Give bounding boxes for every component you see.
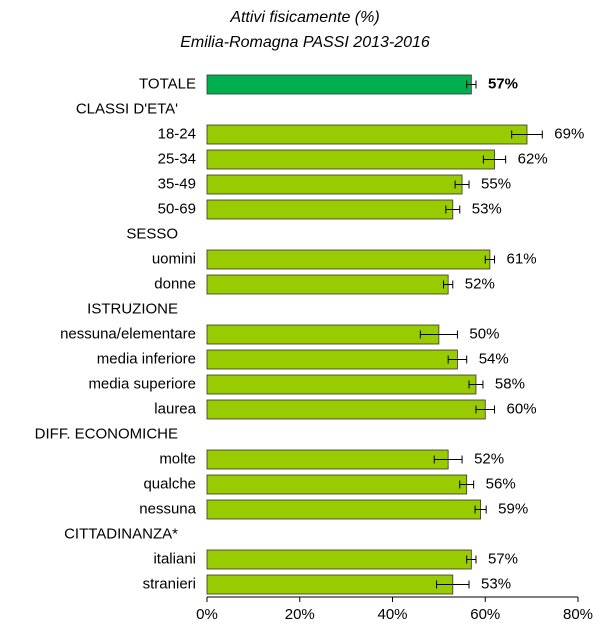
x-tick-label: 20%: [285, 606, 315, 623]
error-bar: [511, 130, 543, 139]
value-label: 53%: [481, 575, 511, 592]
y-tick-label: uomini: [152, 250, 196, 267]
y-tick-label: TOTALE: [139, 75, 196, 92]
error-bar: [433, 455, 463, 464]
x-tick-label: 0%: [196, 606, 218, 623]
bar: [206, 124, 528, 145]
value-label: 54%: [479, 350, 509, 367]
bar: [206, 149, 495, 170]
error-bar: [482, 155, 507, 164]
group-label: CLASSI D'ETA': [76, 100, 178, 117]
value-label: 57%: [488, 75, 518, 92]
bar: [206, 199, 454, 220]
bar: [206, 324, 440, 345]
value-label: 62%: [518, 150, 548, 167]
error-bar: [445, 205, 461, 214]
y-tick-label: stranieri: [143, 575, 196, 592]
y-tick-label: molte: [159, 450, 196, 467]
group-label: CITTADINANZA*: [64, 525, 178, 542]
error-bar: [484, 255, 496, 264]
y-tick-label: media superiore: [88, 375, 196, 392]
value-label: 56%: [486, 475, 516, 492]
value-label: 52%: [474, 450, 504, 467]
x-tick-label: 80%: [563, 606, 593, 623]
value-label: 60%: [507, 400, 537, 417]
y-tick-label: 35-49: [158, 175, 196, 192]
error-bar: [475, 405, 496, 414]
bar: [206, 574, 454, 595]
y-tick-label: media inferiore: [97, 350, 196, 367]
bar: [206, 274, 449, 295]
error-bar: [447, 355, 468, 364]
x-tick-label: 40%: [377, 606, 407, 623]
y-tick-label: 18-24: [158, 125, 196, 142]
x-tick-label: 60%: [470, 606, 500, 623]
bar: [206, 249, 491, 270]
value-label: 61%: [507, 250, 537, 267]
y-tick-label: nessuna/elementare: [60, 325, 196, 342]
y-tick-label: donne: [154, 275, 196, 292]
bar: [206, 549, 472, 570]
value-label: 59%: [498, 500, 528, 517]
chart-title: Attivi fisicamente (%): [229, 9, 379, 26]
error-bar: [419, 330, 458, 339]
bar: [206, 174, 463, 195]
bar: [206, 349, 458, 370]
bar: [206, 374, 477, 395]
error-bar: [459, 480, 475, 489]
error-bar: [443, 280, 454, 289]
value-label: 55%: [481, 175, 511, 192]
y-tick-label: 25-34: [158, 150, 196, 167]
value-label: 69%: [554, 125, 584, 142]
y-tick-label: 50-69: [158, 200, 196, 217]
group-label: ISTRUZIONE: [87, 300, 178, 317]
y-tick-label: qualche: [143, 475, 196, 492]
value-label: 53%: [472, 200, 502, 217]
y-tick-label: laurea: [154, 400, 196, 417]
value-label: 57%: [488, 550, 518, 567]
group-label: SESSO: [126, 225, 178, 242]
value-label: 50%: [469, 325, 499, 342]
error-bar: [436, 580, 470, 589]
error-bar: [474, 505, 487, 514]
value-label: 58%: [495, 375, 525, 392]
bar: [206, 499, 482, 520]
error-bar: [466, 555, 477, 564]
error-bar: [454, 180, 470, 189]
error-bar: [466, 80, 477, 89]
chart-subtitle: Emilia-Romagna PASSI 2013-2016: [180, 34, 430, 51]
bar: [206, 449, 449, 470]
bar: [206, 474, 468, 495]
bar: [206, 399, 486, 420]
group-label: DIFF. ECONOMICHE: [35, 425, 178, 442]
error-bar: [468, 380, 484, 389]
bar: [206, 74, 472, 95]
y-tick-label: nessuna: [139, 500, 196, 517]
y-tick-label: italiani: [153, 550, 196, 567]
value-label: 52%: [465, 275, 495, 292]
